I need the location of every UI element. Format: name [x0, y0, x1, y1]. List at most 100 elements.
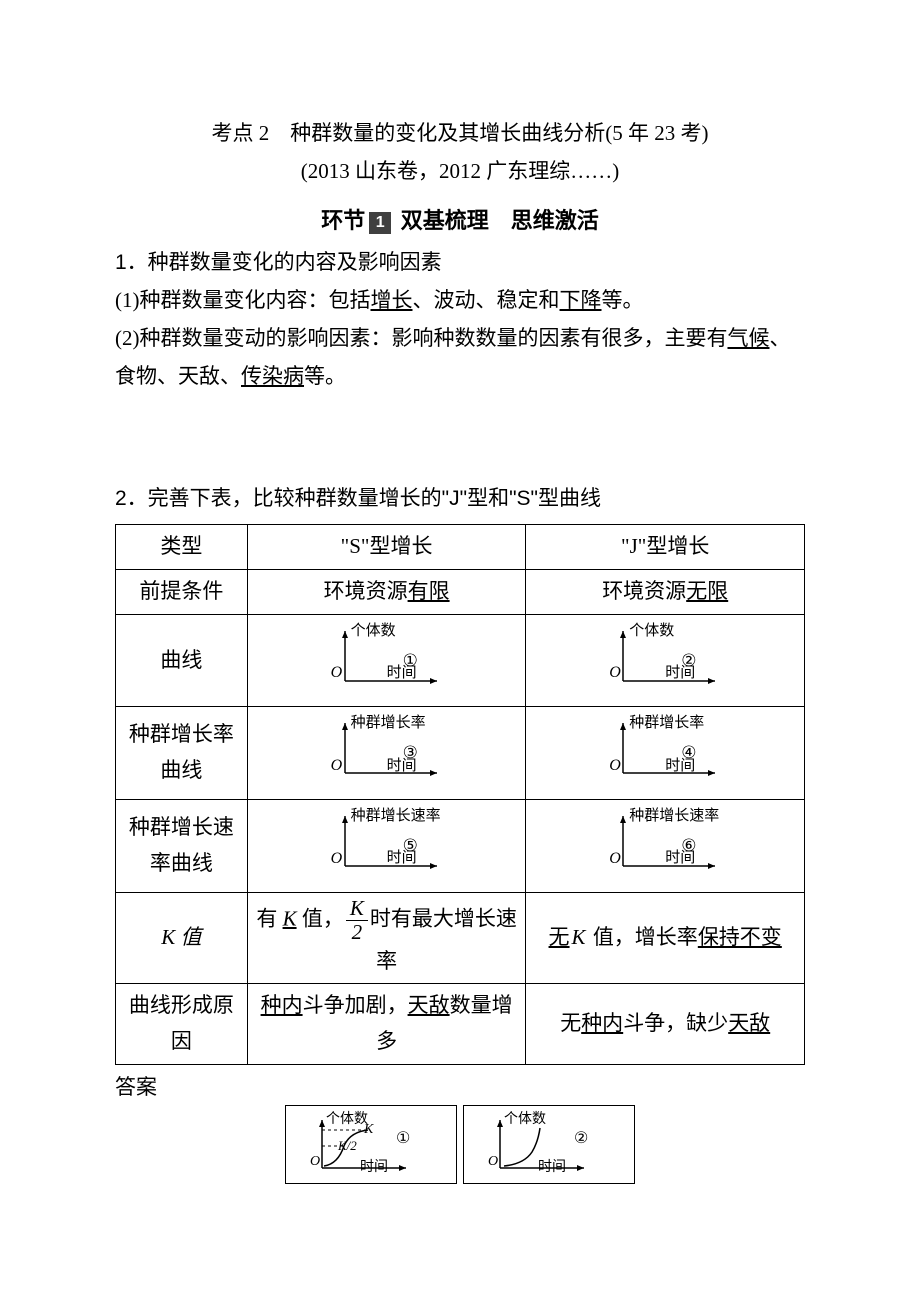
rs-s-mid: 斗争加剧，: [303, 993, 408, 1017]
gs-j-num: ⑥: [681, 832, 696, 861]
ans1-k2: K/2: [338, 1138, 357, 1154]
th-s: "S"型增长: [247, 525, 526, 570]
gs-s-ylabel: 种群增长速率: [351, 804, 441, 830]
gr-j-ylabel: 种群增长率: [629, 711, 704, 737]
row-curve: 曲线 个体数 O 时间 ① 个体数: [116, 614, 805, 707]
answer-row: 个体数 K K/2 O 时间 ① 个体数: [115, 1105, 805, 1184]
growth-speed-label: 种群增长速率曲线: [116, 799, 248, 892]
precondition-label: 前提条件: [116, 569, 248, 614]
ans2-origin: O: [488, 1154, 498, 1170]
curve-s-cell: 个体数 O 时间 ①: [247, 614, 526, 707]
table-header-row: 类型 "S"型增长 "J"型增长: [116, 525, 805, 570]
kvalue-label-text: K 值: [161, 925, 201, 949]
ans2-ylabel: 个体数: [504, 1108, 546, 1128]
kv-j-pre: 无: [549, 925, 570, 949]
ans1-origin: O: [310, 1154, 320, 1170]
curve-j-ylabel: 个体数: [629, 619, 674, 645]
kv-s-pre: 有: [256, 906, 282, 930]
section-heading: 环节1 双基梳理 思维激活: [115, 201, 805, 241]
title-suffix: (5 年 23 考): [605, 121, 708, 145]
ans1-num: ①: [396, 1128, 410, 1148]
kv-j-mid: 值，增长率: [588, 925, 698, 949]
reason-s: 种内斗争加剧，天敌数量增多: [247, 984, 526, 1064]
frac-num: K: [346, 897, 368, 921]
kvalue-label: K 值: [116, 892, 248, 984]
row-kvalue: K 值 有 K 值，K2时有最大增长速率 无K 值，增长率保持不变: [116, 892, 805, 984]
kv-j-ku: K: [572, 925, 586, 949]
precondition-j: 环境资源无限: [526, 569, 805, 614]
p1l1-post: 等。: [602, 288, 644, 312]
frac-den: 2: [346, 921, 368, 944]
curve-s-ylabel: 个体数: [351, 619, 396, 645]
origin-label: O: [609, 752, 621, 779]
comparison-table: 类型 "S"型增长 "J"型增长 前提条件 环境资源有限 环境资源无限 曲线 个…: [115, 524, 805, 1065]
rs-j-pre: 无: [560, 1011, 581, 1035]
p1l1-u2: 下降: [560, 288, 602, 312]
growth-rate-j-axis: 种群增长率 O 时间 ④: [595, 715, 735, 779]
origin-label: O: [331, 845, 343, 872]
answer-cell-1: 个体数 K K/2 O 时间 ①: [285, 1105, 457, 1184]
origin-label: O: [331, 752, 343, 779]
precond-s-pre: 环境资源: [324, 579, 408, 603]
curve-s-axis: 个体数 O 时间 ①: [317, 623, 457, 687]
ans2-xlabel: 时间: [538, 1156, 566, 1176]
rs-s-u2: 天敌: [408, 993, 450, 1017]
growth-rate-label: 种群增长率曲线: [116, 707, 248, 800]
gr-j-num: ④: [681, 739, 696, 768]
rs-s-u1: 种内: [261, 993, 303, 1017]
fraction-icon: K2: [346, 897, 368, 944]
row-growth-rate: 种群增长率曲线 种群增长率 O 时间 ③ 种群增长率: [116, 707, 805, 800]
row-precondition: 前提条件 环境资源有限 环境资源无限: [116, 569, 805, 614]
point1-heading: 1．种群数量变化的内容及影响因素: [115, 244, 805, 282]
p1l2-u1: 气候: [727, 326, 769, 350]
p1l2-pre: (2)种群数量变动的影响因素：影响种数数量的因素有很多，主要有: [115, 326, 727, 350]
title-prefix: 考点 2 种群数量的变化及其增长曲线分析: [212, 121, 606, 145]
row-reason: 曲线形成原因 种内斗争加剧，天敌数量增多 无种内斗争，缺少天敌: [116, 984, 805, 1064]
spacer: [115, 395, 805, 480]
kv-s-ku: K: [283, 906, 297, 930]
curve-j-axis: 个体数 O 时间 ②: [595, 623, 735, 687]
ans1-ylabel: 个体数: [326, 1108, 368, 1128]
p1l2-post: 等。: [304, 364, 346, 388]
origin-label: O: [609, 845, 621, 872]
reason-label: 曲线形成原因: [116, 984, 248, 1064]
ans1-xlabel: 时间: [360, 1156, 388, 1176]
curve-j-cell: 个体数 O 时间 ②: [526, 614, 805, 707]
p1l1-mid: 、波动、稳定和: [413, 288, 560, 312]
point1-line1: (1)种群数量变化内容：包括增长、波动、稳定和下降等。: [115, 282, 805, 320]
gs-j-ylabel: 种群增长速率: [629, 804, 719, 830]
growth-rate-s-cell: 种群增长率 O 时间 ③: [247, 707, 526, 800]
growth-rate-j-cell: 种群增长率 O 时间 ④: [526, 707, 805, 800]
gr-s-ylabel: 种群增长率: [351, 711, 426, 737]
kv-s-post: 时有最大增长速率: [370, 906, 517, 973]
ans1-k: K: [364, 1122, 373, 1138]
section-prefix: 环节: [321, 208, 365, 233]
growth-rate-s-axis: 种群增长率 O 时间 ③: [317, 715, 457, 779]
rs-j-u2: 天敌: [728, 1011, 770, 1035]
point2-heading: 2．完善下表，比较种群数量增长的"J"型和"S"型曲线: [115, 480, 805, 518]
growth-speed-s-axis: 种群增长速率 O 时间 ⑤: [317, 808, 457, 872]
document-page: 考点 2 种群数量的变化及其增长曲线分析(5 年 23 考) (2013 山东卷…: [0, 0, 920, 1224]
gr-s-num: ③: [403, 739, 418, 768]
p1l1-u1: 增长: [371, 288, 413, 312]
row-growth-speed: 种群增长速率曲线 种群增长速率 O 时间 ⑤ 种群增长速: [116, 799, 805, 892]
precond-j-pre: 环境资源: [602, 579, 686, 603]
rs-j-mid: 斗争，缺少: [623, 1011, 728, 1035]
curve-s-num: ①: [403, 647, 418, 676]
p1l1-pre: (1)种群数量变化内容：包括: [115, 288, 371, 312]
curve-label: 曲线: [116, 614, 248, 707]
reason-j: 无种内斗争，缺少天敌: [526, 984, 805, 1064]
kv-s-mid: 值，: [297, 906, 344, 930]
answer-chart-2: 个体数 O 时间 ②: [474, 1112, 624, 1181]
title-line: 考点 2 种群数量的变化及其增长曲线分析(5 年 23 考): [115, 115, 805, 153]
kvalue-j: 无K 值，增长率保持不变: [526, 892, 805, 984]
p1l2-u2: 传染病: [241, 364, 304, 388]
ans2-num: ②: [574, 1128, 588, 1148]
growth-speed-j-cell: 种群增长速率 O 时间 ⑥: [526, 799, 805, 892]
section-text: 双基梳理 思维激活: [401, 208, 599, 233]
rs-j-u1: 种内: [581, 1011, 623, 1035]
answer-chart-1: 个体数 K K/2 O 时间 ①: [296, 1112, 446, 1181]
growth-speed-s-cell: 种群增长速率 O 时间 ⑤: [247, 799, 526, 892]
precondition-s: 环境资源有限: [247, 569, 526, 614]
th-j: "J"型增长: [526, 525, 805, 570]
